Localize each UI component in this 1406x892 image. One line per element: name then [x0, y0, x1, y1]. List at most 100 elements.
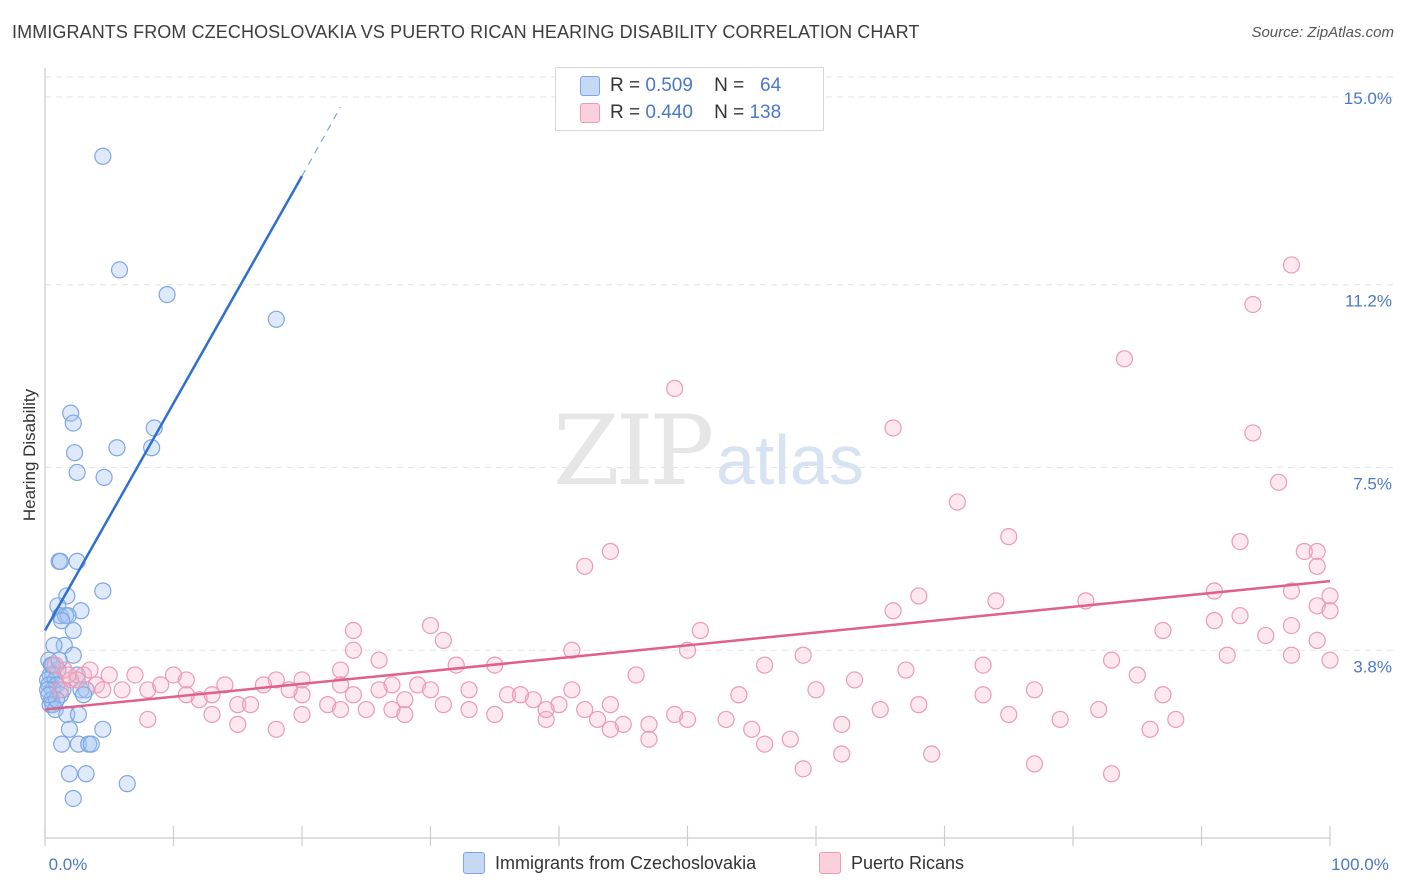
- point-puerto-rican: [794, 646, 812, 664]
- point-puerto-rican: [344, 686, 362, 704]
- point-puerto-rican: [434, 631, 452, 650]
- point-czechoslovakia: [64, 789, 82, 808]
- legend-r-value: 0.509: [645, 75, 693, 96]
- point-puerto-rican: [229, 696, 247, 714]
- series-swatch-pink: [819, 852, 841, 874]
- point-puerto-rican: [1244, 424, 1262, 442]
- point-czechoslovakia: [68, 463, 86, 482]
- trend-lines: [43, 106, 1331, 711]
- point-puerto-rican: [794, 760, 812, 778]
- point-puerto-rican: [640, 730, 658, 748]
- watermark-atlas: atlas: [716, 421, 864, 499]
- y-tick-label: 15.0%: [1344, 89, 1392, 108]
- point-puerto-rican: [62, 671, 80, 689]
- point-puerto-rican: [126, 666, 144, 684]
- point-puerto-rican: [370, 651, 388, 669]
- y-axis-title: Hearing Disability: [20, 388, 39, 521]
- legend-row-puerto-rican: R = 0.440 N = 138: [580, 101, 781, 125]
- point-puerto-rican: [1321, 651, 1339, 669]
- point-puerto-rican: [678, 710, 697, 729]
- point-puerto-rican: [1308, 597, 1326, 615]
- point-puerto-rican: [948, 493, 966, 511]
- point-puerto-rican: [370, 681, 388, 699]
- legend-r-label: R =: [610, 75, 641, 96]
- point-puerto-rican: [267, 671, 285, 689]
- point-puerto-rican: [152, 676, 170, 694]
- legend-n-value: 138: [749, 102, 782, 123]
- point-czechoslovakia: [69, 705, 88, 724]
- point-puerto-rican: [588, 710, 607, 729]
- point-puerto-rican: [1000, 528, 1018, 546]
- source-label: Source: ZipAtlas.com: [1251, 24, 1394, 41]
- point-puerto-rican: [396, 705, 414, 724]
- point-puerto-rican: [460, 700, 478, 719]
- point-czechoslovakia: [64, 621, 82, 640]
- point-puerto-rican: [113, 681, 131, 699]
- point-puerto-rican: [1269, 473, 1288, 491]
- point-puerto-rican: [833, 715, 851, 733]
- point-czechoslovakia: [82, 735, 100, 753]
- legend-row-czechoslovakia: R = 0.509 N = 64: [580, 74, 781, 98]
- point-puerto-rican: [396, 691, 414, 709]
- y-tick-label: 3.8%: [1353, 657, 1392, 676]
- point-puerto-rican: [1154, 686, 1172, 704]
- x-tick-label-start: 0.0%: [49, 855, 88, 874]
- point-puerto-rican: [1051, 710, 1069, 729]
- point-czechoslovakia: [95, 468, 113, 486]
- axes: [44, 68, 1331, 846]
- point-czechoslovakia: [110, 261, 129, 279]
- point-puerto-rican: [974, 686, 992, 704]
- point-puerto-rican: [164, 666, 183, 684]
- point-puerto-rican: [331, 700, 350, 719]
- point-puerto-rican: [1102, 765, 1121, 783]
- chart-title: IMMIGRANTS FROM CZECHOSLOVAKIA VS PUERTO…: [12, 22, 920, 42]
- point-puerto-rican: [68, 671, 86, 689]
- point-czechoslovakia: [108, 439, 126, 457]
- point-puerto-rican: [601, 720, 620, 738]
- legend-r-label: R =: [610, 102, 641, 123]
- series-swatch-blue: [463, 852, 485, 874]
- point-puerto-rican: [1000, 705, 1018, 724]
- point-czechoslovakia: [60, 765, 79, 783]
- point-puerto-rican: [1231, 607, 1249, 625]
- point-puerto-rican: [1231, 532, 1249, 551]
- point-puerto-rican: [499, 686, 517, 704]
- point-puerto-rican: [1308, 557, 1326, 575]
- series-label: Puerto Ricans: [851, 852, 965, 873]
- point-puerto-rican: [1090, 700, 1108, 719]
- point-puerto-rican: [139, 710, 157, 729]
- point-puerto-rican: [884, 419, 902, 437]
- series-label: Immigrants from Czechoslovakia: [495, 852, 757, 873]
- point-czechoslovakia: [94, 147, 112, 165]
- x-tick-label-end: 100.0%: [1331, 855, 1389, 874]
- point-puerto-rican: [254, 676, 273, 694]
- point-puerto-rican: [242, 696, 260, 714]
- point-puerto-rican: [537, 710, 555, 729]
- point-puerto-rican: [267, 720, 285, 738]
- point-czechoslovakia: [62, 404, 80, 422]
- point-puerto-rican: [1025, 755, 1044, 773]
- point-puerto-rican: [460, 681, 478, 699]
- series-legend-czechoslovakia[interactable]: Immigrants from Czechoslovakia: [463, 852, 756, 874]
- correlation-legend: R = 0.509 N = 64 R = 0.440 N = 138: [555, 67, 824, 131]
- point-puerto-rican: [601, 542, 620, 561]
- watermark-zip: ZIP: [553, 395, 714, 507]
- point-czechoslovakia: [74, 686, 93, 704]
- point-czechoslovakia: [94, 582, 112, 600]
- point-puerto-rican: [614, 715, 632, 733]
- point-puerto-rican: [717, 710, 735, 729]
- point-puerto-rican: [177, 671, 195, 689]
- point-puerto-rican: [833, 745, 851, 763]
- point-puerto-rican: [383, 676, 401, 694]
- point-puerto-rican: [563, 681, 581, 699]
- point-puerto-rican: [1308, 542, 1326, 561]
- data-points: [38, 147, 1339, 808]
- point-czechoslovakia: [267, 310, 285, 328]
- legend-n-value: 64: [760, 75, 782, 96]
- point-puerto-rican: [421, 681, 440, 699]
- point-puerto-rican: [640, 715, 658, 733]
- series-legend-puerto-ricans[interactable]: Puerto Ricans: [819, 852, 964, 874]
- point-puerto-rican: [229, 715, 247, 733]
- point-puerto-rican: [100, 666, 118, 684]
- point-puerto-rican: [203, 686, 221, 704]
